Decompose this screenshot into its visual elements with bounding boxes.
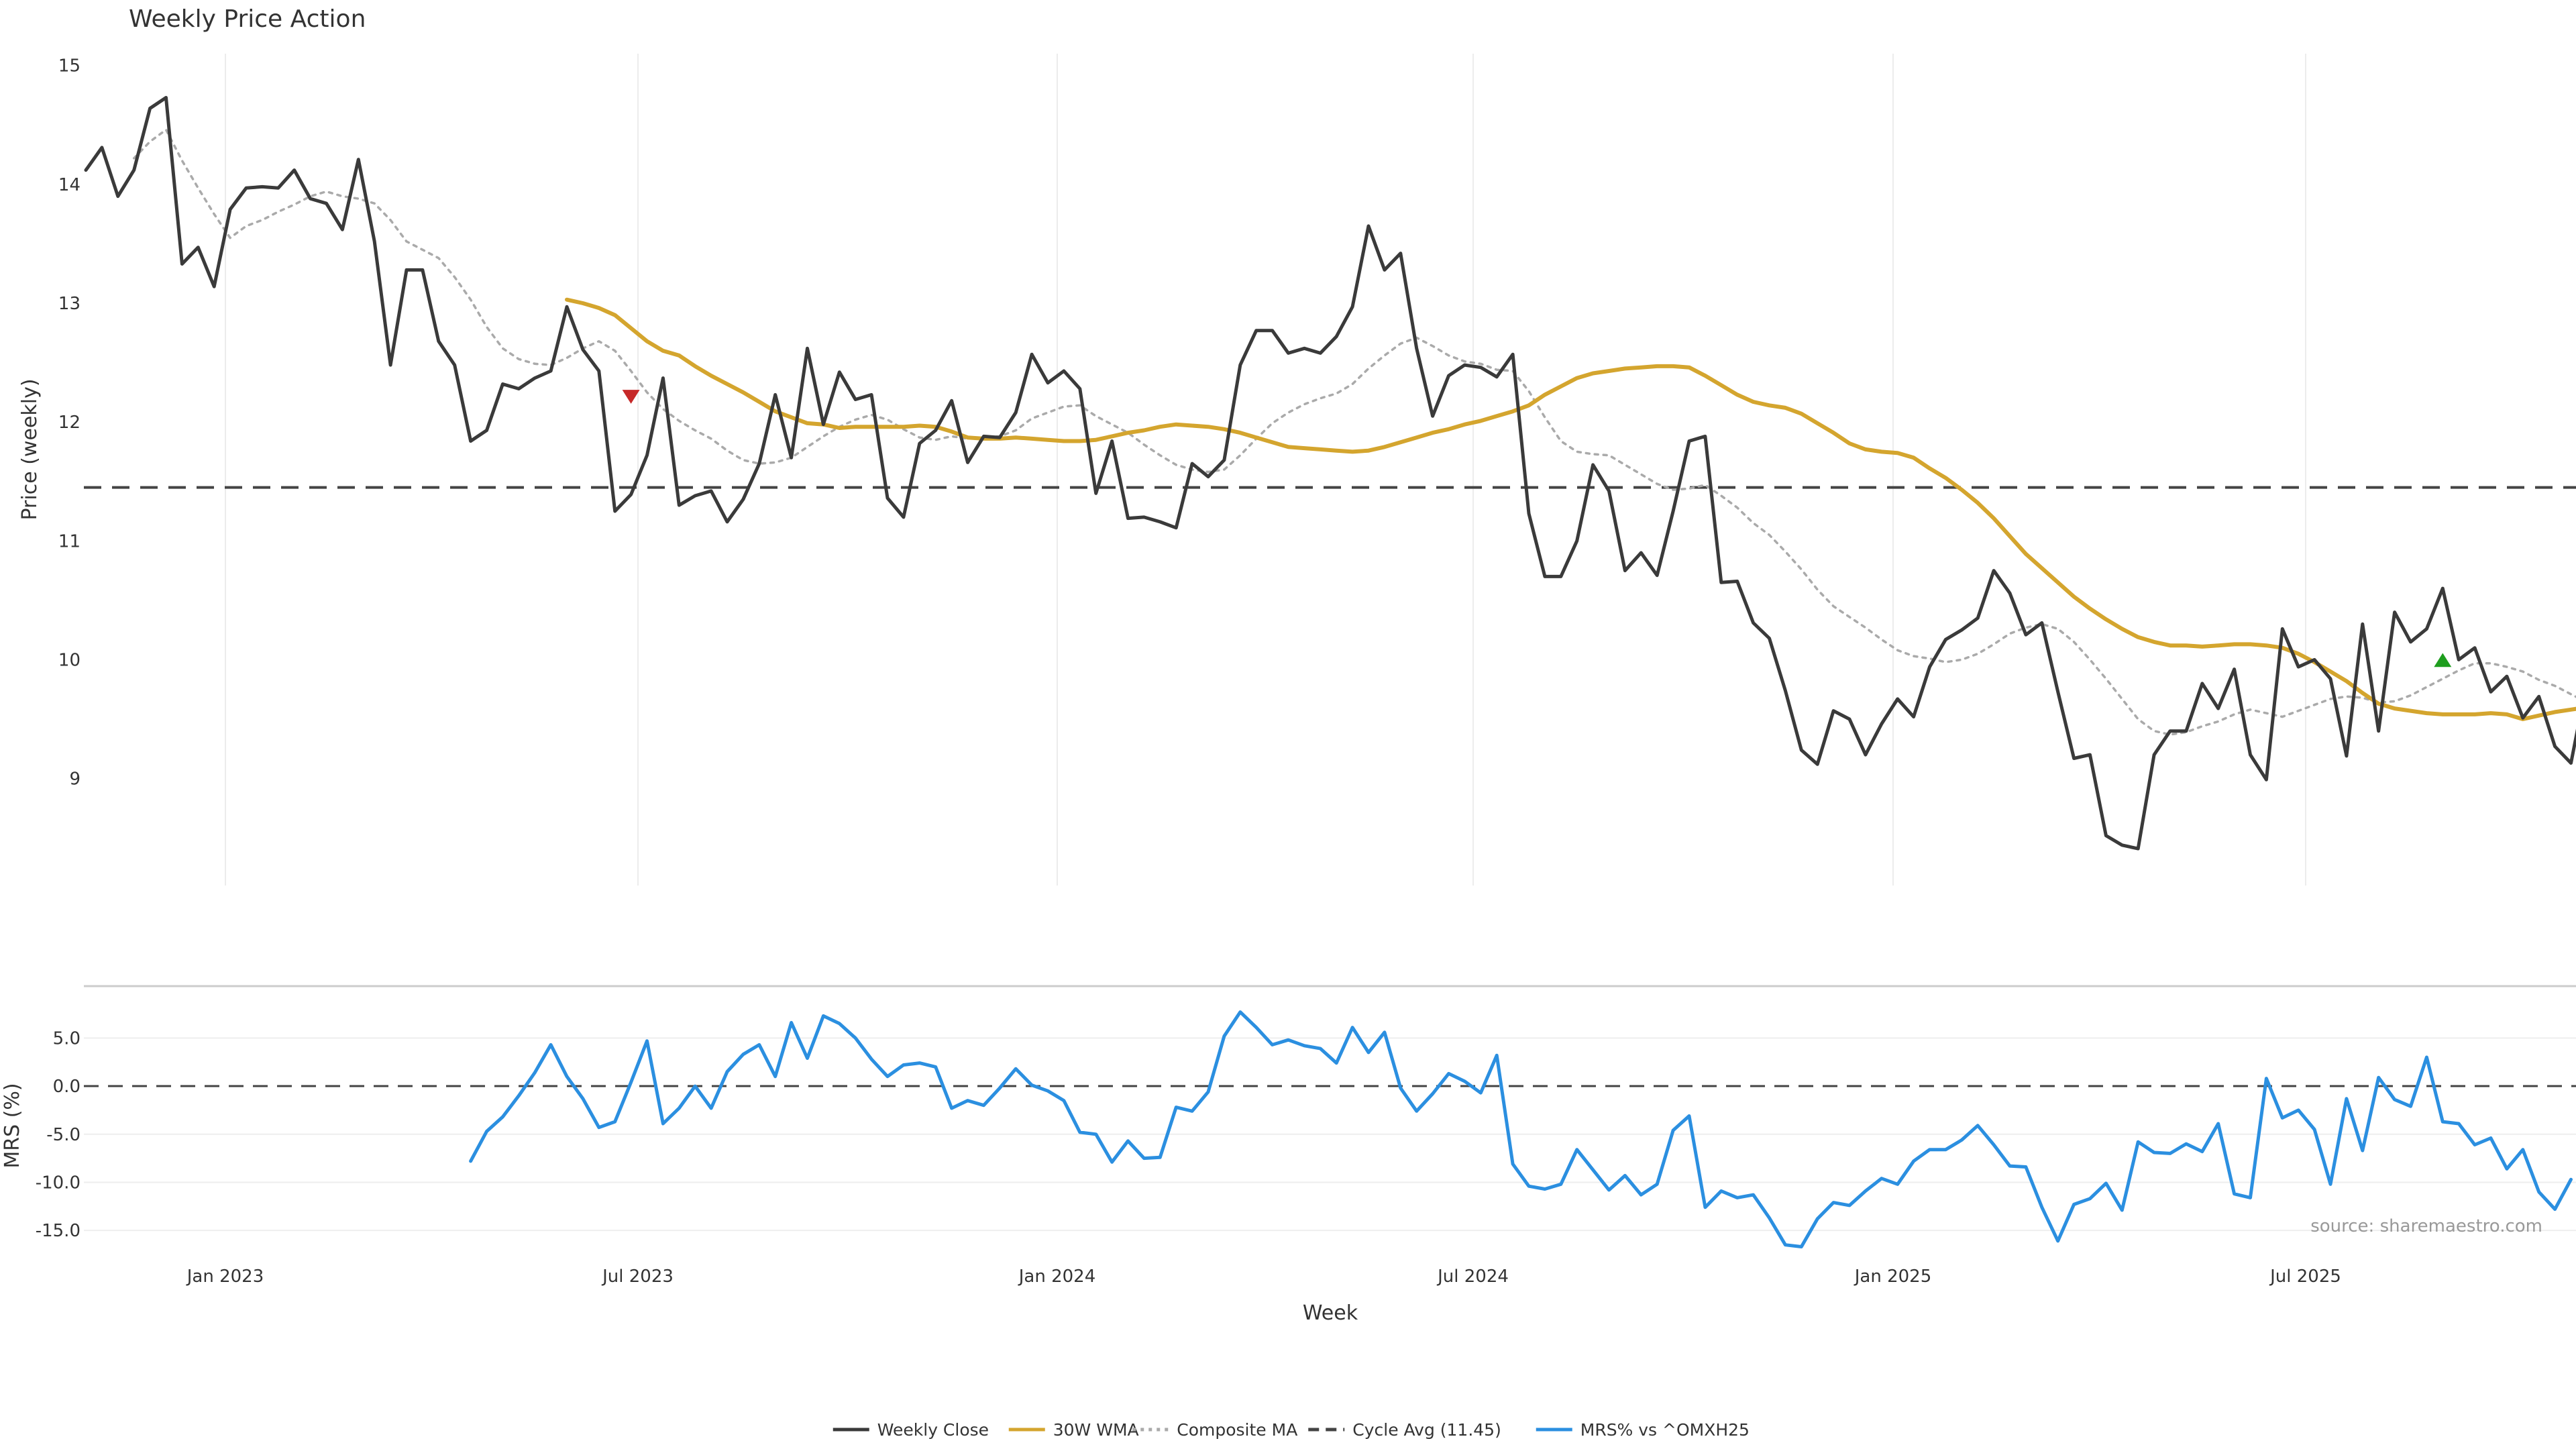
legend-label-cycle-avg-11-45: Cycle Avg (11.45) xyxy=(1352,1420,1501,1440)
lower-horizontal-grid xyxy=(84,1037,2576,1232)
x-tick-jul-2025: Jul 2025 xyxy=(2269,1267,2341,1287)
upper-y-axis: 9 10 11 12 13 14 15 xyxy=(58,56,80,790)
upper-y-tick-10: 10 xyxy=(58,650,80,670)
lower-series-group xyxy=(84,1010,2576,1248)
legend-label-weekly-close: Weekly Close xyxy=(877,1420,989,1440)
legend-item-mrs-vs-omxh25: MRS% vs ^OMXH25 xyxy=(1536,1420,1750,1440)
x-tick-jan-2023: Jan 2023 xyxy=(186,1267,264,1287)
upper-vertical-grid xyxy=(225,54,2306,885)
series-composite-ma xyxy=(132,128,2576,736)
x-tick-jul-2023: Jul 2023 xyxy=(601,1267,674,1287)
legend: Weekly Close 30W WMA Composite MA Cycle Avg… xyxy=(833,1420,1750,1440)
legend-item-weekly-close: Weekly Close xyxy=(833,1420,989,1440)
legend-label-mrs-vs-omxh25: MRS% vs ^OMXH25 xyxy=(1580,1420,1750,1440)
x-tick-jan-2025: Jan 2025 xyxy=(1854,1267,1932,1287)
lower-y-tick-5-0: -5.0 xyxy=(46,1125,80,1145)
x-tick-jan-2024: Jan 2024 xyxy=(1018,1267,1096,1287)
buy-signal-marker xyxy=(2434,653,2452,667)
sell-signal-marker xyxy=(622,390,640,404)
legend-item-cycle-avg-11-45: Cycle Avg (11.45) xyxy=(1308,1420,1501,1440)
upper-y-tick-9: 9 xyxy=(69,769,80,790)
x-axis: Jan 2023 Jul 2023 Jan 2024 Jul 2024 Jan 2025… xyxy=(186,1267,2341,1287)
series-weekly-close xyxy=(84,96,2576,851)
x-axis-label: Week xyxy=(1303,1301,1358,1325)
legend-item-composite-ma: Composite MA xyxy=(1132,1420,1297,1440)
upper-y-tick-15: 15 xyxy=(58,56,80,76)
upper-y-tick-11: 11 xyxy=(58,531,80,551)
upper-series-group xyxy=(84,96,2576,851)
upper-y-tick-12: 12 xyxy=(58,413,80,433)
lower-y-tick-0-0: 0.0 xyxy=(53,1077,80,1097)
legend-label-30w-wma: 30W WMA xyxy=(1053,1420,1139,1440)
lower-y-tick-5-0: 5.0 xyxy=(53,1028,80,1049)
series-mrs-vs-omxh25 xyxy=(469,1010,2573,1248)
x-tick-jul-2024: Jul 2024 xyxy=(1436,1267,1509,1287)
upper-y-tick-14: 14 xyxy=(58,175,80,195)
upper-y-axis-label: Price (weekly) xyxy=(18,378,42,520)
lower-y-tick-10-0: -10.0 xyxy=(36,1173,80,1193)
source-annotation: source: sharemaestro.com xyxy=(2310,1216,2542,1236)
chart-title: Weekly Price Action xyxy=(129,5,366,33)
legend-label-composite-ma: Composite MA xyxy=(1177,1420,1297,1440)
series-30w-wma xyxy=(565,297,2576,721)
lower-y-axis-label: MRS (%) xyxy=(1,1083,24,1168)
legend-item-30w-wma: 30W WMA xyxy=(1008,1420,1139,1440)
upper-y-tick-13: 13 xyxy=(58,294,80,314)
lower-y-tick-15-0: -15.0 xyxy=(36,1221,80,1241)
lower-y-axis: 5.0 0.0 -5.0 -10.0 -15.0 xyxy=(36,1028,80,1241)
